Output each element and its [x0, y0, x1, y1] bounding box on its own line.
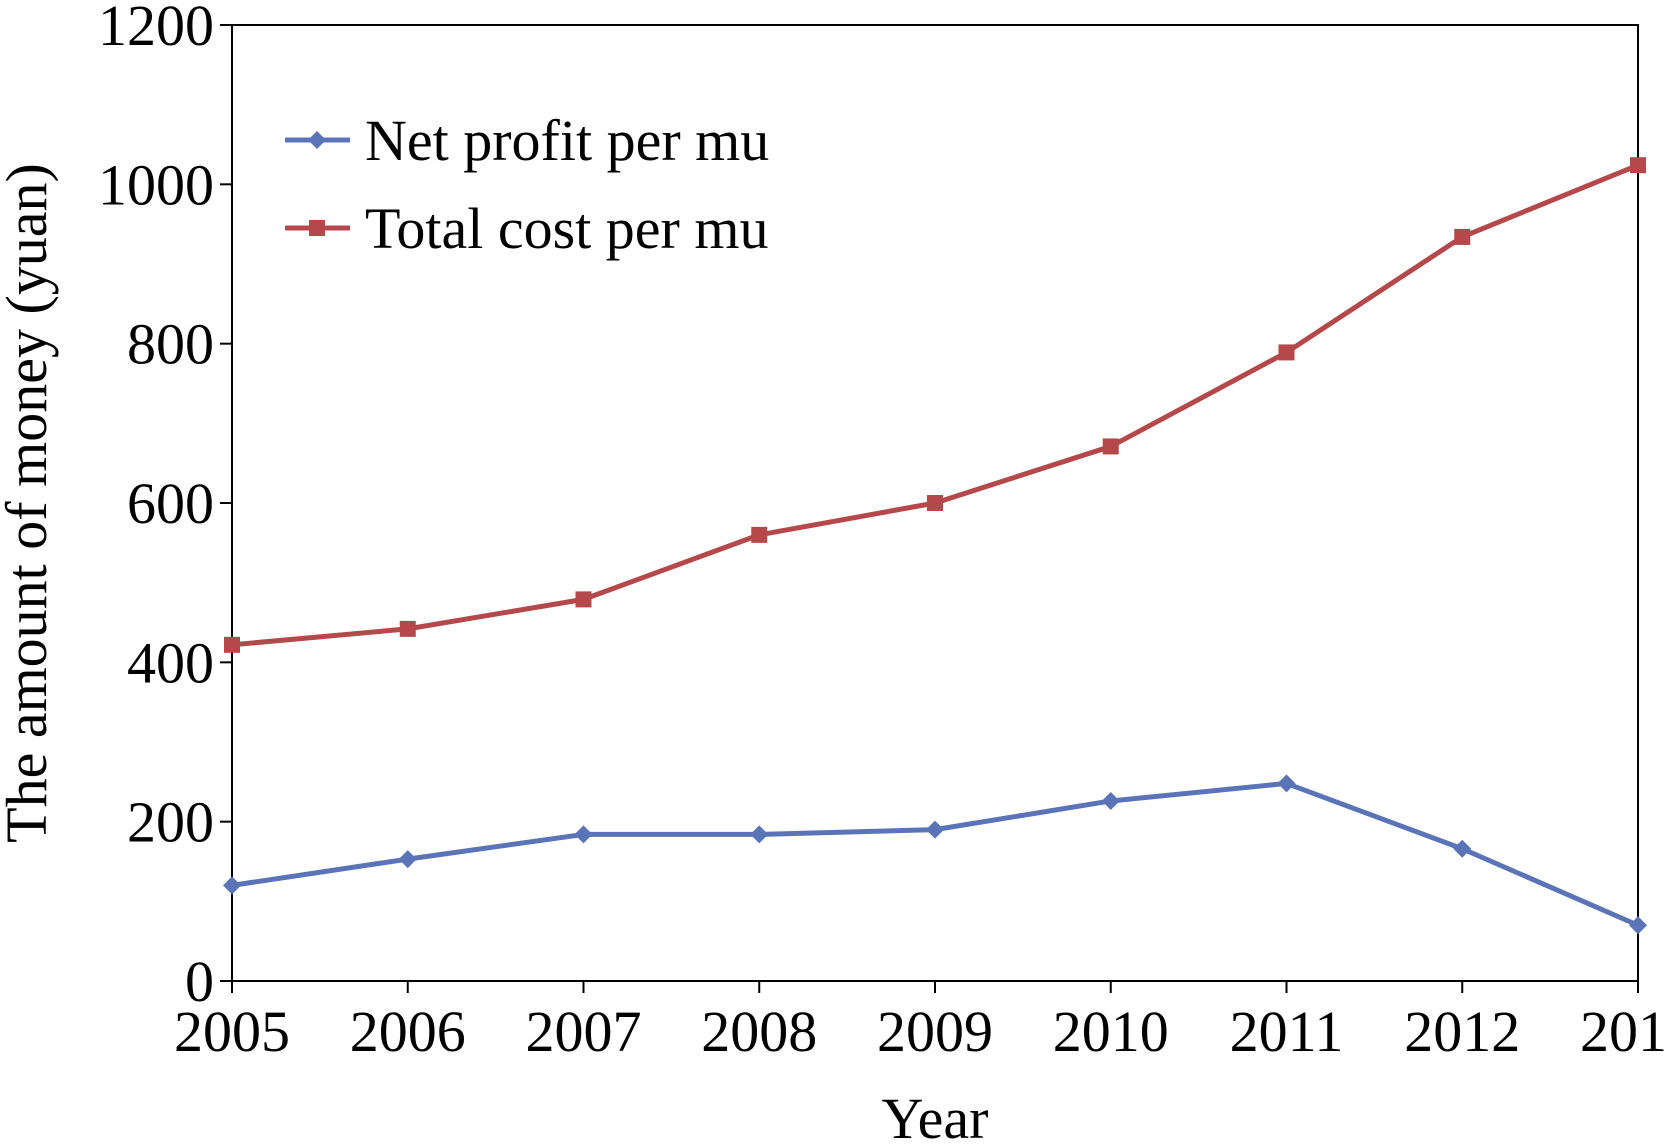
y-tick-label: 1000 — [98, 152, 214, 217]
data-point — [574, 825, 593, 844]
legend-label: Total cost per mu — [365, 196, 768, 261]
series-2 — [224, 157, 1646, 653]
legend-item-2: Total cost per mu — [285, 196, 768, 261]
y-tick-label: 0 — [185, 949, 214, 1014]
y-axis-title: The amount of money (yuan) — [0, 163, 59, 843]
data-point — [1101, 791, 1120, 810]
x-tick-label: 2011 — [1230, 999, 1344, 1064]
data-point — [398, 850, 417, 869]
x-tick-label: 2009 — [877, 999, 993, 1064]
legend-item-1: Net profit per mu — [285, 108, 769, 173]
data-point — [399, 620, 416, 637]
data-point — [1277, 774, 1296, 793]
legend-swatch-marker — [309, 220, 325, 236]
legend-label: Net profit per mu — [365, 108, 769, 173]
x-axis-title: Year — [882, 1086, 989, 1146]
data-point — [750, 825, 769, 844]
data-point — [751, 526, 768, 543]
x-tick-label: 2007 — [526, 999, 642, 1064]
data-point — [1629, 916, 1647, 935]
y-tick-label: 400 — [127, 630, 214, 695]
y-tick-label: 800 — [127, 312, 214, 377]
x-tick-label: 2012 — [1404, 999, 1520, 1064]
y-tick-label: 1200 — [98, 0, 214, 58]
x-tick-label: 2005 — [174, 999, 290, 1064]
data-point — [1453, 839, 1472, 858]
y-tick-label: 200 — [127, 790, 214, 855]
axes: 0 200 400 600 800 1000 1200 2005 2006 2007 2008 200… — [98, 0, 1666, 1064]
y-tick-label: 600 — [127, 471, 214, 536]
series-1 — [223, 774, 1647, 935]
data-point — [575, 591, 592, 608]
legend-swatch-marker — [308, 131, 326, 149]
series-line — [231, 780, 1639, 928]
data-point — [1278, 344, 1295, 361]
data-point — [1102, 438, 1119, 455]
x-tick-label: 2010 — [1053, 999, 1169, 1064]
series-layer — [223, 157, 1647, 935]
data-point — [1454, 228, 1471, 245]
data-point — [926, 820, 944, 839]
data-point — [224, 636, 240, 653]
data-point — [1630, 157, 1646, 174]
data-point — [223, 876, 241, 895]
x-tick-label: 2013 — [1580, 999, 1666, 1064]
legend: Net profit per mu Total cost per mu — [285, 108, 769, 261]
x-tick-label: 2008 — [701, 999, 817, 1064]
x-tick-label: 2006 — [350, 999, 466, 1064]
data-point — [927, 495, 943, 511]
